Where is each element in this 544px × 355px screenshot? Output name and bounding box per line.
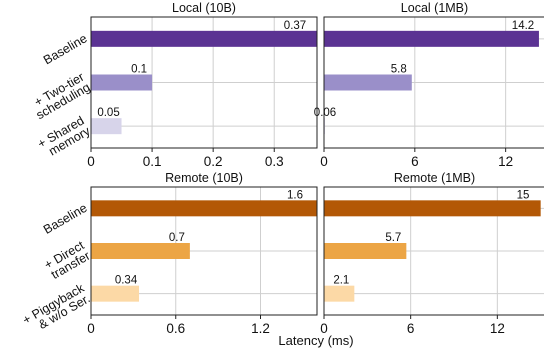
remote-1mb-value-label-0: 15 xyxy=(517,189,530,201)
local-10b-bar-0 xyxy=(91,30,317,47)
remote-1mb-value-label-2: 2.1 xyxy=(333,275,349,287)
remote-10b-value-label-2: 0.34 xyxy=(115,275,138,287)
x-axis-label: Latency (ms) xyxy=(278,333,353,348)
local-1mb-value-label-0: 14.2 xyxy=(512,20,534,32)
remote-10b-bar-1 xyxy=(91,243,190,259)
local-1mb-xtick-label-1: 6 xyxy=(411,154,419,169)
local-10b-bar-2 xyxy=(91,118,122,135)
remote-10b-category-label-0: Baseline xyxy=(41,201,90,237)
remote-1mb-bar-1 xyxy=(324,243,407,259)
remote-10b-frame xyxy=(90,186,318,316)
remote-1mb-bar-2 xyxy=(324,285,355,302)
local-10b-value-label-1: 0.1 xyxy=(131,64,147,76)
local-10b-category-label-1: + Two-tierscheduling xyxy=(28,70,93,122)
local-1mb-value-label-2: 0.06 xyxy=(314,107,336,119)
local-10b-xtick-label-3: 0.3 xyxy=(265,154,284,169)
local-10b-category-label-0: Baseline xyxy=(41,31,90,67)
local-1mb-xtick-label-0: 0 xyxy=(320,154,328,169)
remote-10b-category-label-1: + Directtransfer xyxy=(42,238,93,282)
local-10b-bar-1 xyxy=(91,74,153,91)
remote-10b-title: Remote (10B) xyxy=(165,171,243,185)
remote-10b-category-label-2: + Piggyback& w/o Ser. xyxy=(20,281,93,338)
local-1mb-xtick-label-2: 12 xyxy=(498,154,513,169)
local-1mb-bar-0 xyxy=(324,30,539,47)
remote-1mb-title: Remote (1MB) xyxy=(394,171,475,185)
remote-1mb-xtick-label-2: 12 xyxy=(490,321,505,336)
local-1mb-value-label-1: 5.8 xyxy=(391,64,407,76)
remote-10b-value-label-0: 1.6 xyxy=(287,189,303,201)
local-10b-value-label-2: 0.05 xyxy=(97,107,119,119)
remote-1mb-frame xyxy=(323,186,544,316)
remote-10b-bar-2 xyxy=(91,285,140,302)
local-1mb-title: Local (1MB) xyxy=(401,1,468,15)
local-10b-xtick-label-1: 0.1 xyxy=(143,154,162,169)
local-10b-category-label-2: + Sharedmemory xyxy=(35,113,93,161)
remote-10b-xtick-label-0: 0 xyxy=(87,321,95,336)
remote-1mb-bar-0 xyxy=(324,200,541,217)
remote-1mb-value-label-1: 5.7 xyxy=(385,232,401,244)
remote-1mb-xtick-label-1: 6 xyxy=(407,321,415,336)
remote-10b-value-label-1: 0.7 xyxy=(169,232,185,244)
local-1mb-bar-1 xyxy=(324,74,412,91)
local-10b-value-label-0: 0.37 xyxy=(284,20,306,32)
local-1mb-frame xyxy=(323,16,544,149)
local-10b-frame xyxy=(90,16,318,149)
remote-10b-xtick-label-1: 0.6 xyxy=(166,321,185,336)
local-10b-xtick-label-2: 0.2 xyxy=(204,154,223,169)
local-10b-title: Local (10B) xyxy=(172,1,236,15)
remote-1mb-xtick-label-0: 0 xyxy=(320,321,328,336)
local-10b-xtick-label-0: 0 xyxy=(87,154,95,169)
remote-10b-xtick-label-2: 1.2 xyxy=(251,321,270,336)
remote-10b-bar-0 xyxy=(91,200,317,217)
